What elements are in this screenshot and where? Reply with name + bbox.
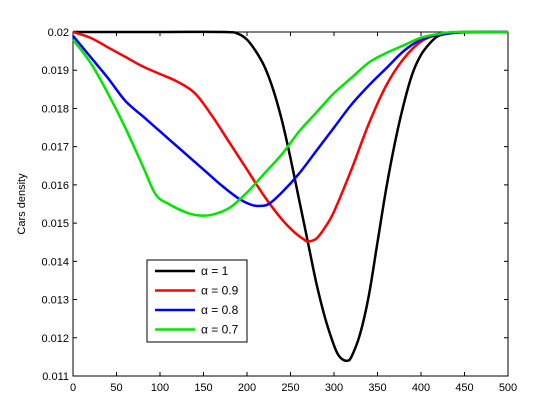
series-line-2 bbox=[72, 30, 509, 208]
y-tick-label: 0.012 bbox=[41, 333, 69, 345]
y-tick-label: 0.015 bbox=[41, 218, 69, 230]
x-tick-label: 0 bbox=[70, 382, 76, 394]
legend-label-0: α = 1 bbox=[201, 264, 229, 278]
x-tick-label: 250 bbox=[281, 382, 299, 394]
y-tick-label: 0.014 bbox=[41, 256, 69, 268]
y-tick-label: 0.016 bbox=[41, 180, 69, 192]
series-line-0 bbox=[72, 30, 509, 363]
x-tick-label: 150 bbox=[194, 382, 212, 394]
y-axis-label: Cars density bbox=[16, 173, 28, 235]
x-tick-label: 450 bbox=[455, 382, 473, 394]
y-tick-label: 0.018 bbox=[41, 103, 69, 115]
x-tick-label: 400 bbox=[412, 382, 430, 394]
x-tick-label: 300 bbox=[325, 382, 343, 394]
y-tick-label: 0.013 bbox=[41, 295, 69, 307]
series-line-1 bbox=[72, 30, 509, 243]
y-tick-label: 0.019 bbox=[41, 65, 69, 77]
y-tick-label: 0.02 bbox=[48, 27, 69, 39]
series-lines bbox=[72, 30, 509, 363]
legend-label-2: α = 0.8 bbox=[201, 303, 239, 317]
legend: α = 1 α = 0.9 α = 0.8 α = 0.7 bbox=[146, 259, 248, 343]
plot-area bbox=[72, 31, 509, 377]
axis-ticks: 0 50 100 150 200 250 300 350 400 450 500 0.011 0.012… bbox=[41, 27, 517, 394]
legend-label-1: α = 0.9 bbox=[201, 284, 239, 298]
x-tick-label: 500 bbox=[499, 382, 517, 394]
x-tick-label: 100 bbox=[151, 382, 169, 394]
x-tick-label: 200 bbox=[238, 382, 256, 394]
y-tick-label: 0.017 bbox=[41, 142, 69, 154]
legend-label-3: α = 0.7 bbox=[201, 323, 239, 337]
x-tick-label: 50 bbox=[110, 382, 122, 394]
y-tick-label: 0.011 bbox=[42, 371, 69, 383]
series-line-3 bbox=[72, 30, 509, 217]
x-tick-label: 350 bbox=[368, 382, 386, 394]
